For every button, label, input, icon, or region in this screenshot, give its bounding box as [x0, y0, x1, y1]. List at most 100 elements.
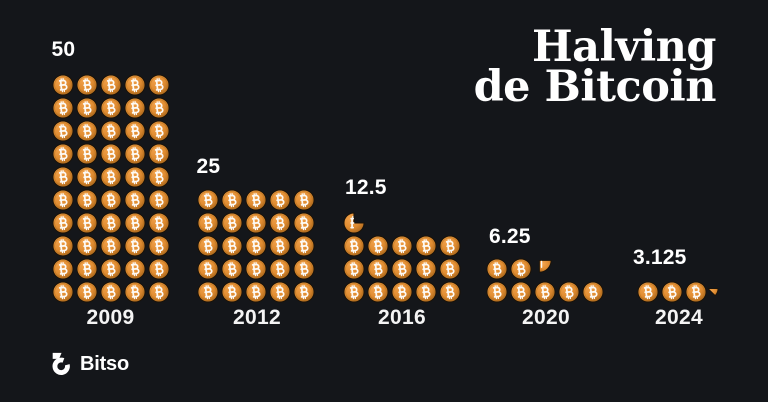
bitcoin-coin-icon [415, 281, 437, 303]
bitcoin-coin-icon [52, 212, 74, 234]
bitcoin-coin-icon [124, 166, 146, 188]
bitcoin-coin-icon [293, 189, 315, 211]
bitcoin-coin-icon [52, 166, 74, 188]
bitcoin-coin-icon [343, 235, 365, 257]
bitcoin-coin-icon [637, 281, 659, 303]
bitcoin-coin-icon [510, 258, 532, 280]
bitcoin-coin-icon [197, 235, 219, 257]
bitcoin-coin-icon [367, 258, 389, 280]
bitcoin-coin-icon [76, 258, 98, 280]
bitcoin-coin-icon [148, 281, 170, 303]
year-label: 2012 [233, 306, 281, 329]
bitcoin-coin-icon [343, 258, 365, 280]
bitcoin-coin-icon [391, 281, 413, 303]
bitcoin-coin-icon [534, 281, 556, 303]
bitcoin-coin-icon [245, 281, 267, 303]
bitcoin-coin-icon [52, 74, 74, 96]
bitcoin-coin-icon [100, 212, 122, 234]
bitcoin-eighth-coin-icon [707, 287, 720, 300]
title-line-2: de Bitcoin [473, 62, 717, 112]
bitcoin-coin-icon [124, 143, 146, 165]
bitcoin-coin-icon [148, 212, 170, 234]
bitcoin-coin-icon [124, 281, 146, 303]
bitcoin-coin-icon [76, 281, 98, 303]
bitcoin-coin-icon [148, 235, 170, 257]
bitcoin-coin-icon [197, 212, 219, 234]
bitso-logo: Bitso [49, 350, 129, 377]
bitcoin-coin-icon [148, 74, 170, 96]
bitcoin-half-coin-icon [343, 212, 365, 234]
bitcoin-coin-icon [124, 212, 146, 234]
bitcoin-coin-icon [486, 258, 508, 280]
bitcoin-coin-icon [661, 281, 683, 303]
bitcoin-coin-icon [100, 143, 122, 165]
bitcoin-coin-icon [100, 281, 122, 303]
bitcoin-coin-icon [197, 258, 219, 280]
year-label: 2016 [378, 306, 426, 329]
bitcoin-coin-icon [52, 120, 74, 142]
bitcoin-coin-icon [221, 258, 243, 280]
bitcoin-coin-icon [76, 166, 98, 188]
bitcoin-coin-icon [221, 235, 243, 257]
bitcoin-coin-icon [269, 189, 291, 211]
bitcoin-coin-icon [293, 258, 315, 280]
year-label: 2020 [522, 306, 570, 329]
bitcoin-coin-icon [343, 281, 365, 303]
bitcoin-coin-icon [100, 166, 122, 188]
bitcoin-coin-icon [221, 212, 243, 234]
bitcoin-coin-icon [124, 189, 146, 211]
bitcoin-coin-icon [367, 281, 389, 303]
bitcoin-coin-icon [245, 258, 267, 280]
bitcoin-coin-icon [76, 212, 98, 234]
bitcoin-coin-icon [52, 281, 74, 303]
bitcoin-coin-icon [391, 235, 413, 257]
bitcoin-coin-icon [148, 97, 170, 119]
reward-amount-label: 12.5 [345, 176, 387, 199]
bitcoin-coin-icon [76, 189, 98, 211]
title-line-1: Halving [532, 22, 716, 72]
bitcoin-coin-icon [100, 74, 122, 96]
bitcoin-coin-icon [52, 143, 74, 165]
bitcoin-coin-icon [415, 235, 437, 257]
bitcoin-coin-icon [293, 235, 315, 257]
infographic-title: Halving de Bitcoin [473, 22, 717, 112]
bitcoin-coin-icon [100, 189, 122, 211]
reward-amount-label: 3.125 [633, 246, 687, 269]
reward-amount-label: 50 [51, 38, 76, 61]
bitcoin-coin-icon [76, 97, 98, 119]
bitcoin-coin-icon [221, 189, 243, 211]
bitcoin-coin-icon [124, 74, 146, 96]
bitcoin-coin-icon [439, 235, 461, 257]
year-label: 2024 [655, 306, 703, 329]
bitcoin-coin-icon [293, 212, 315, 234]
bitcoin-coin-icon [124, 258, 146, 280]
bitcoin-coin-icon [197, 189, 219, 211]
reward-amount-label: 6.25 [489, 225, 531, 248]
bitcoin-coin-icon [510, 281, 532, 303]
bitcoin-coin-icon [76, 74, 98, 96]
bitcoin-coin-icon [685, 281, 707, 303]
bitcoin-coin-icon [100, 258, 122, 280]
bitcoin-coin-icon [582, 281, 604, 303]
bitcoin-coin-icon [245, 235, 267, 257]
reward-amount-label: 25 [196, 155, 221, 178]
bitcoin-coin-icon [293, 281, 315, 303]
bitcoin-coin-icon [124, 120, 146, 142]
bitso-b-icon [52, 352, 70, 375]
bitcoin-coin-icon [197, 281, 219, 303]
bitcoin-coin-icon [52, 235, 74, 257]
bitcoin-coin-icon [124, 97, 146, 119]
bitcoin-coin-icon [558, 281, 580, 303]
bitcoin-coin-icon [148, 120, 170, 142]
bitcoin-coin-icon [269, 281, 291, 303]
bitcoin-coin-icon [245, 212, 267, 234]
bitcoin-coin-icon [52, 189, 74, 211]
bitcoin-coin-icon [148, 258, 170, 280]
bitcoin-coin-icon [269, 235, 291, 257]
bitcoin-coin-icon [269, 212, 291, 234]
bitcoin-coin-icon [76, 120, 98, 142]
bitcoin-coin-icon [52, 258, 74, 280]
year-label: 2009 [86, 306, 135, 329]
